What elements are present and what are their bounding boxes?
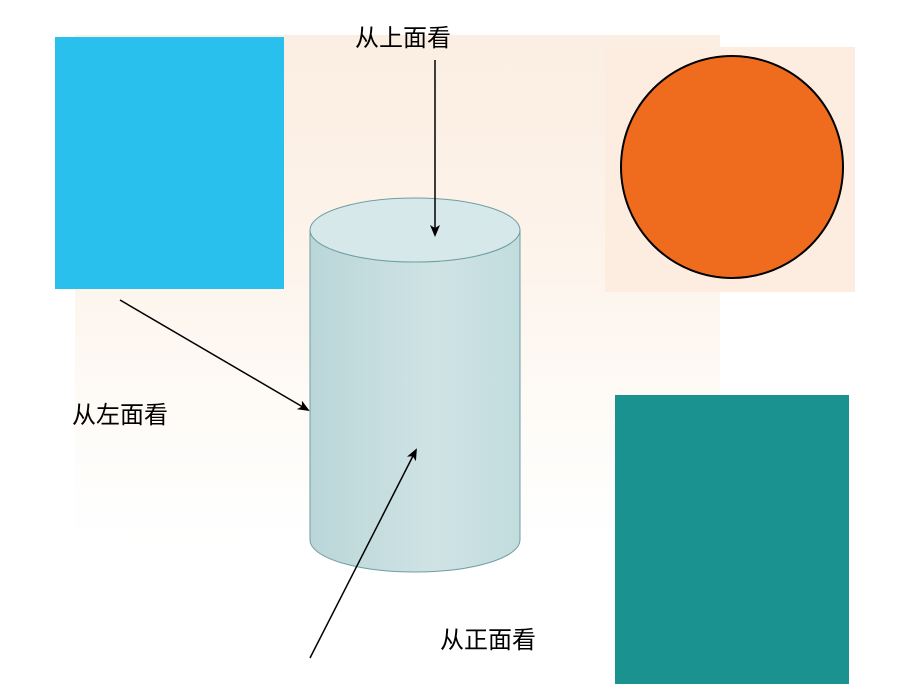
left-view-rectangle <box>55 37 284 289</box>
label-front-view: 从正面看 <box>440 620 536 655</box>
front-view-rectangle <box>615 395 849 684</box>
diagram-canvas: 从上面看 从左面看 从正面看 <box>0 0 920 690</box>
label-left-view: 从左面看 <box>72 395 168 430</box>
top-view-circle <box>620 55 844 279</box>
label-top-view: 从上面看 <box>355 18 451 53</box>
